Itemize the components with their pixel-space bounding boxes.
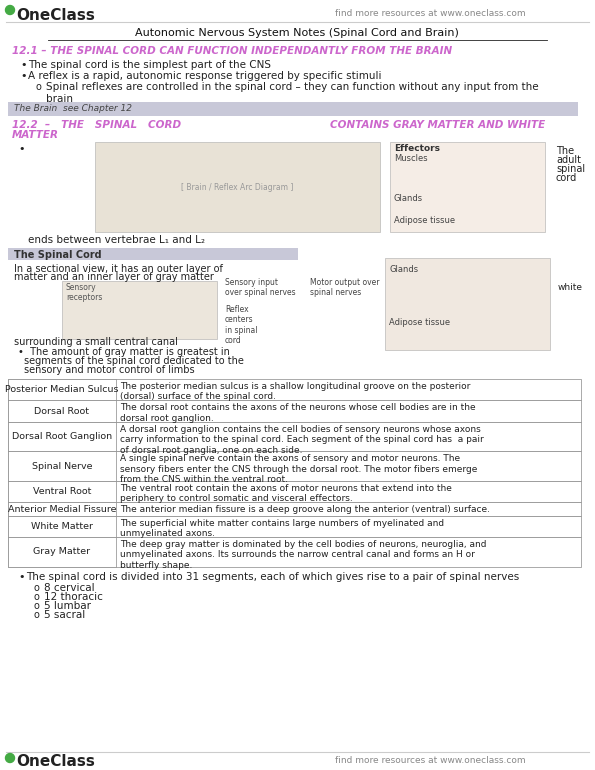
Text: o: o <box>34 610 40 620</box>
Text: The spinal cord is divided into 31 segments, each of which gives rise to a pair : The spinal cord is divided into 31 segme… <box>26 571 519 581</box>
Text: A reflex is a rapid, autonomic response triggered by specific stimuli: A reflex is a rapid, autonomic response … <box>28 71 381 81</box>
Text: The Brain  see Chapter 12: The Brain see Chapter 12 <box>14 104 132 113</box>
Bar <box>8 102 578 116</box>
Bar <box>8 451 116 481</box>
Text: The superficial white matter contains large numbers of myelinated and
unmyelinat: The superficial white matter contains la… <box>120 519 444 538</box>
Text: Posterior Median Sulcus: Posterior Median Sulcus <box>5 385 119 394</box>
Text: find more resources at www.oneclass.com: find more resources at www.oneclass.com <box>335 756 525 765</box>
Bar <box>8 379 116 400</box>
Text: A single spinal nerve contain the axons of sensory and motor neurons. The
sensor: A single spinal nerve contain the axons … <box>120 454 477 484</box>
Text: Anterior Medial Fissure: Anterior Medial Fissure <box>8 504 116 514</box>
Text: •: • <box>18 144 24 154</box>
Bar <box>8 422 581 451</box>
Bar <box>8 481 581 502</box>
Text: Autonomic Nervous System Notes (Spinal Cord and Brain): Autonomic Nervous System Notes (Spinal C… <box>135 28 459 38</box>
Text: The deep gray matter is dominated by the cell bodies of neurons, neuroglia, and
: The deep gray matter is dominated by the… <box>120 540 487 570</box>
Text: white: white <box>558 283 583 292</box>
Text: matter and an inner layer of gray matter: matter and an inner layer of gray matter <box>14 272 214 282</box>
Text: Motor output over
spinal nerves: Motor output over spinal nerves <box>310 278 380 297</box>
Bar <box>8 400 116 422</box>
Bar <box>8 537 116 567</box>
Text: Spinal reflexes are controlled in the spinal cord – they can function without an: Spinal reflexes are controlled in the sp… <box>46 82 538 104</box>
Text: OneClass: OneClass <box>16 8 95 23</box>
Text: The dorsal root contains the axons of the neurons whose cell bodies are in the
d: The dorsal root contains the axons of th… <box>120 403 475 423</box>
Text: Dorsal Root: Dorsal Root <box>35 407 89 416</box>
Bar <box>8 516 116 537</box>
Text: [ Brain / Reflex Arc Diagram ]: [ Brain / Reflex Arc Diagram ] <box>181 182 294 192</box>
Text: cord: cord <box>556 173 577 183</box>
Text: spinal: spinal <box>556 164 585 174</box>
Text: The Spinal Cord: The Spinal Cord <box>14 250 102 260</box>
Bar <box>8 400 581 422</box>
Text: •: • <box>18 571 24 581</box>
Text: 12.2  –   THE   SPINAL   CORD: 12.2 – THE SPINAL CORD <box>12 120 181 130</box>
Text: o: o <box>36 82 42 92</box>
Bar <box>8 502 116 516</box>
Text: •: • <box>20 60 27 70</box>
Text: Muscles: Muscles <box>394 154 428 163</box>
Circle shape <box>5 5 14 15</box>
Text: find more resources at www.oneclass.com: find more resources at www.oneclass.com <box>335 9 525 18</box>
Text: CONTAINS GRAY MATTER AND WHITE: CONTAINS GRAY MATTER AND WHITE <box>330 120 545 130</box>
Text: Adipose tissue: Adipose tissue <box>389 318 450 327</box>
Text: o: o <box>34 591 40 601</box>
Text: Glands: Glands <box>389 265 418 274</box>
Circle shape <box>5 754 14 762</box>
Bar <box>8 502 581 516</box>
Text: 5 sacral: 5 sacral <box>44 610 85 620</box>
Bar <box>8 451 581 481</box>
Text: Spinal Nerve: Spinal Nerve <box>32 462 92 470</box>
Text: The ventral root contain the axons of motor neurons that extend into the
periphe: The ventral root contain the axons of mo… <box>120 484 452 504</box>
Text: •  The amount of gray matter is greatest in: • The amount of gray matter is greatest … <box>18 347 230 357</box>
Text: Sensory input
over spinal nerves: Sensory input over spinal nerves <box>225 278 296 297</box>
Text: Adipose tissue: Adipose tissue <box>394 216 455 225</box>
Bar <box>62 281 217 339</box>
Text: Sensory
receptors: Sensory receptors <box>66 283 102 303</box>
Text: ends between vertebrae L₁ and L₂: ends between vertebrae L₁ and L₂ <box>28 235 205 245</box>
Bar <box>390 142 545 232</box>
Text: Effectors: Effectors <box>394 144 440 153</box>
Text: Ventral Root: Ventral Root <box>33 487 91 496</box>
Text: sensory and motor control of limbs: sensory and motor control of limbs <box>24 365 195 375</box>
Text: In a sectional view, it has an outer layer of: In a sectional view, it has an outer lay… <box>14 264 223 274</box>
Text: The posterior median sulcus is a shallow longitudinal groove on the posterior
(d: The posterior median sulcus is a shallow… <box>120 382 471 401</box>
Text: The: The <box>556 146 574 156</box>
Text: o: o <box>34 601 40 611</box>
Bar <box>385 258 550 350</box>
Bar <box>95 142 380 232</box>
Text: Glands: Glands <box>394 194 423 203</box>
Text: segments of the spinal cord dedicated to the: segments of the spinal cord dedicated to… <box>24 356 244 366</box>
Text: 12 thoracic: 12 thoracic <box>44 591 103 601</box>
Text: OneClass: OneClass <box>16 754 95 769</box>
Bar <box>8 516 581 537</box>
Text: MATTER: MATTER <box>12 130 59 140</box>
Text: Reflex
centers
in spinal
cord: Reflex centers in spinal cord <box>225 305 258 345</box>
Text: 12.1 – THE SPINAL CORD CAN FUNCTION INDEPENDANTLY FROM THE BRAIN: 12.1 – THE SPINAL CORD CAN FUNCTION INDE… <box>12 46 452 56</box>
Text: The anterior median fissure is a deep groove along the anterior (ventral) surfac: The anterior median fissure is a deep gr… <box>120 505 490 514</box>
Bar <box>8 537 581 567</box>
Text: surrounding a small central canal: surrounding a small central canal <box>14 337 178 347</box>
Text: Dorsal Root Ganglion: Dorsal Root Ganglion <box>12 432 112 441</box>
Text: White Matter: White Matter <box>31 522 93 531</box>
Text: 5 lumbar: 5 lumbar <box>44 601 91 611</box>
Text: 8 cervical: 8 cervical <box>44 583 95 593</box>
Text: o: o <box>34 583 40 593</box>
Text: The spinal cord is the simplest part of the CNS: The spinal cord is the simplest part of … <box>28 60 271 70</box>
Text: •: • <box>20 71 27 81</box>
Bar <box>8 481 116 502</box>
Bar <box>8 379 581 400</box>
Bar <box>8 248 298 260</box>
Text: Gray Matter: Gray Matter <box>33 547 90 556</box>
Bar <box>8 422 116 451</box>
Text: A dorsal root ganglion contains the cell bodies of sensory neurons whose axons
c: A dorsal root ganglion contains the cell… <box>120 425 484 454</box>
Text: adult: adult <box>556 155 581 165</box>
